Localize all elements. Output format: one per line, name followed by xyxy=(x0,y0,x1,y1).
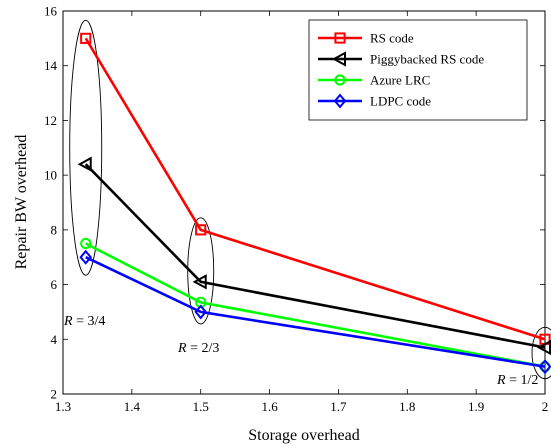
data-point xyxy=(80,32,92,44)
series-group xyxy=(77,32,551,375)
legend-item: Piggybacked RS code xyxy=(318,51,484,67)
x-tick-label: 1.4 xyxy=(124,399,141,414)
data-point xyxy=(79,249,93,265)
data-point xyxy=(538,359,551,375)
x-tick-label: 1.5 xyxy=(193,399,209,414)
x-tick-label: 1.6 xyxy=(261,399,278,414)
code-rate-annotation: R = 1/2 xyxy=(496,373,538,388)
series-line xyxy=(85,242,546,368)
annotations: R = 3/4R = 2/3R = 1/2 xyxy=(63,314,538,388)
series-1 xyxy=(77,156,551,356)
data-point xyxy=(194,304,208,320)
annotation-variable: R xyxy=(63,314,73,329)
y-tick-label: 6 xyxy=(51,277,58,292)
code-rate-annotation: R = 2/3 xyxy=(177,341,219,356)
y-tick-label: 16 xyxy=(44,4,58,19)
annotation-value: = 1/2 xyxy=(506,373,539,388)
code-rate-annotation: R = 3/4 xyxy=(63,314,105,329)
tick-labels: 1.3 1.4 1.5 1.6 1.7 1.8 1.9 2 2 4 6 8 10 12 14 16 xyxy=(44,4,548,415)
legend-marker xyxy=(334,74,346,86)
data-point xyxy=(192,274,207,290)
group-ellipses xyxy=(69,19,551,380)
y-tick-label: 4 xyxy=(51,332,58,347)
series-line xyxy=(84,163,546,349)
legend-marker xyxy=(331,51,346,67)
y-tick-label: 12 xyxy=(44,113,57,128)
legend-item: Azure LRC xyxy=(318,73,430,88)
y-tick-label: 8 xyxy=(51,222,58,237)
legend-item: LDPC code xyxy=(318,93,431,109)
annotation-value: = 2/3 xyxy=(187,341,220,356)
group-ellipse xyxy=(187,217,215,325)
y-tick-label: 10 xyxy=(44,168,57,183)
y-tick-label: 2 xyxy=(51,387,58,402)
x-tick-label: 1.9 xyxy=(468,399,484,414)
legend-marker xyxy=(333,93,347,109)
annotation-variable: R xyxy=(177,341,187,356)
x-tick-label: 1.8 xyxy=(399,399,415,414)
x-tick-label: 1.3 xyxy=(55,399,71,414)
y-axis-label: Repair BW overhead xyxy=(13,135,30,270)
data-point xyxy=(80,237,92,250)
group-ellipse xyxy=(531,326,551,380)
x-tick-label: 2 xyxy=(542,399,549,414)
series-line xyxy=(84,37,546,341)
legend-label: Piggybacked RS code xyxy=(370,52,484,67)
group-ellipse xyxy=(69,19,103,276)
y-tick-label: 14 xyxy=(44,58,58,73)
x-axis-label: Storage overhead xyxy=(248,427,360,444)
legend-label: RS code xyxy=(370,31,414,46)
data-point xyxy=(77,156,92,172)
legend-label: LDPC code xyxy=(370,94,431,109)
legend-item: RS code xyxy=(318,31,414,46)
annotation-variable: R xyxy=(496,373,506,388)
axis-ticks xyxy=(62,10,546,395)
annotation-value: = 3/4 xyxy=(73,314,106,329)
legend: RS code Piggybacked RS code Azure LRC LDPC … xyxy=(308,19,528,121)
series-line xyxy=(85,256,546,368)
series-3 xyxy=(79,249,551,375)
data-point xyxy=(195,224,207,236)
legend-marker xyxy=(334,32,346,44)
data-point xyxy=(536,339,551,356)
legend-label: Azure LRC xyxy=(370,73,430,88)
x-tick-label: 1.7 xyxy=(330,399,347,414)
